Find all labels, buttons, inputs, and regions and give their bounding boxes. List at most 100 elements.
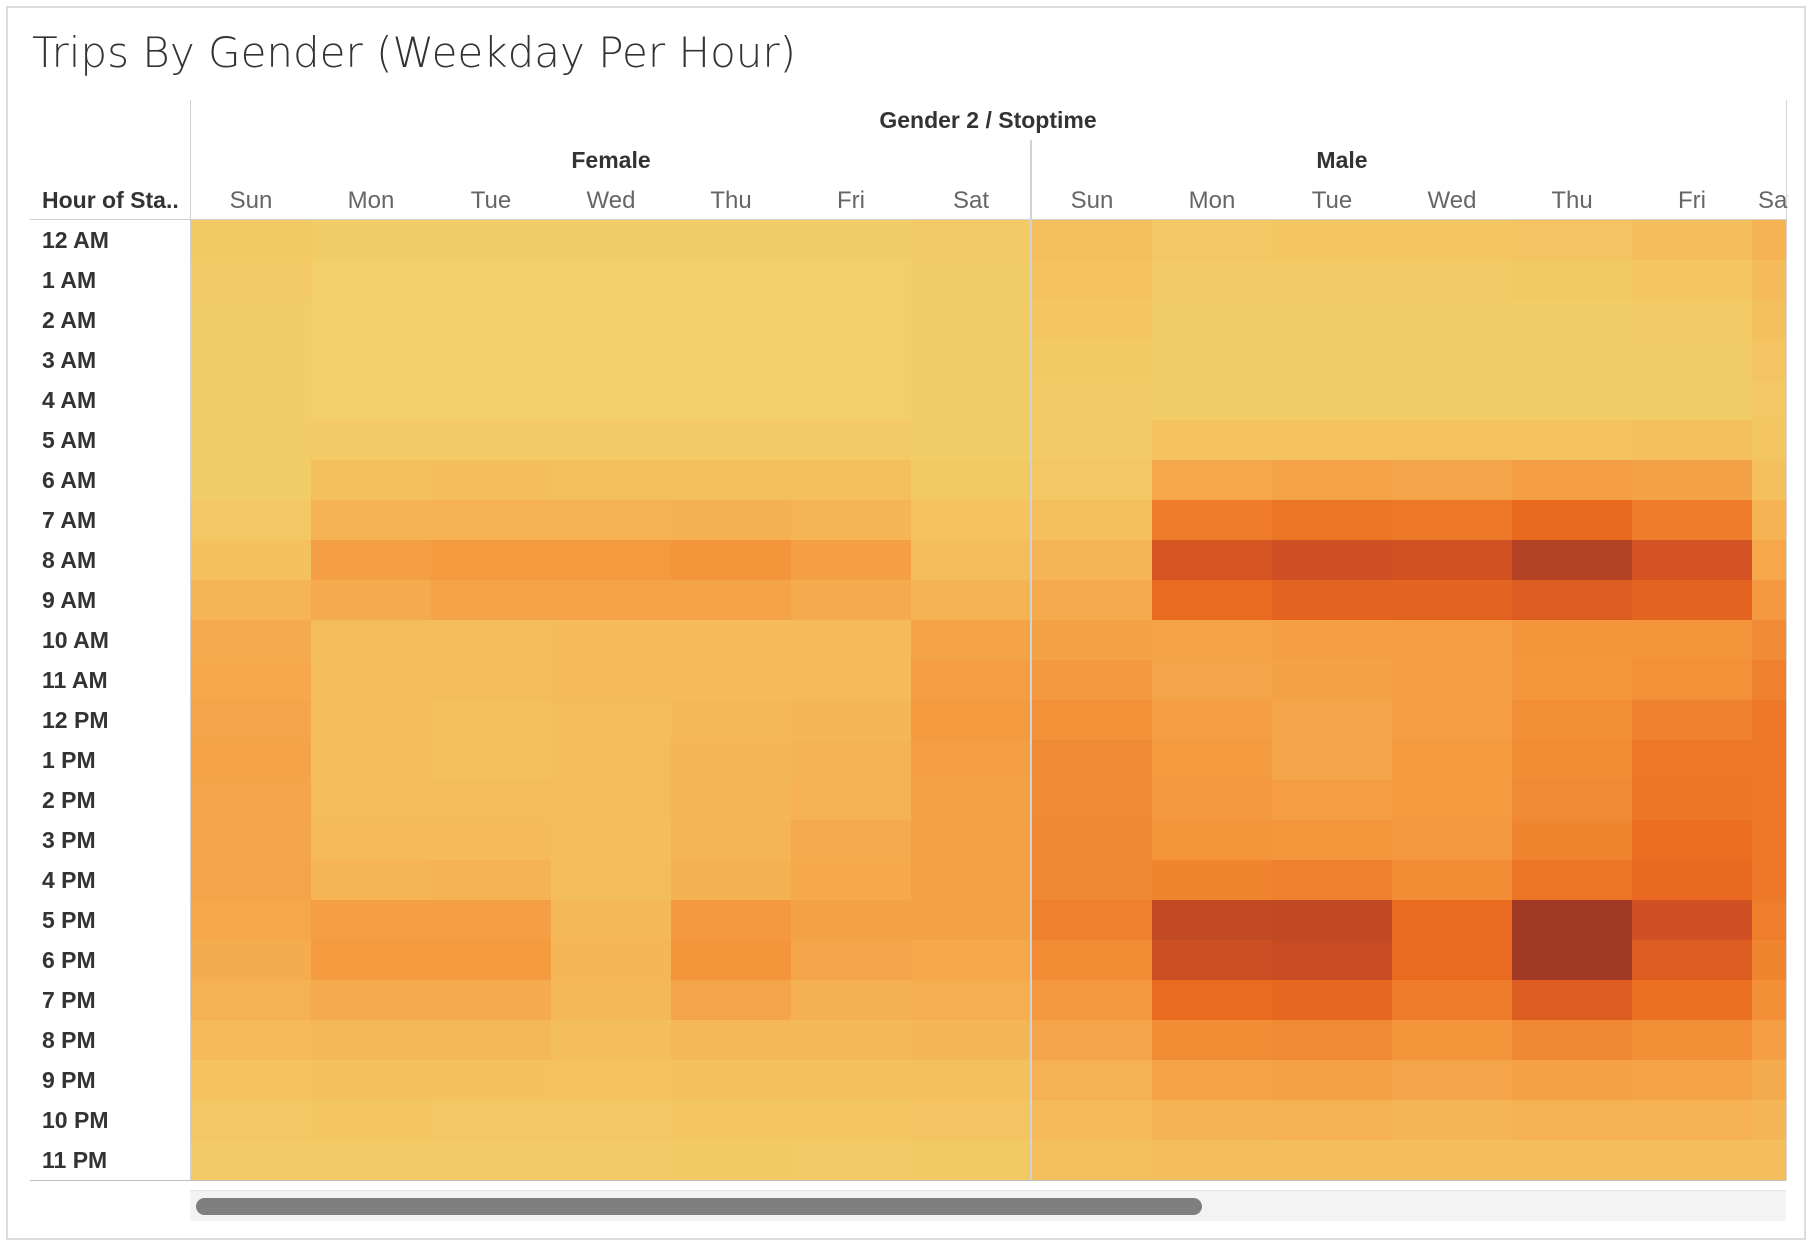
heatmap-cell-female-sat-10pm[interactable] xyxy=(911,1100,1031,1140)
heatmap-cell-male-tue-2am[interactable] xyxy=(1272,300,1392,340)
heatmap-cell-male-thu-3am[interactable] xyxy=(1512,340,1632,380)
heatmap-cell-female-wed-6pm[interactable] xyxy=(551,940,671,980)
heatmap-cell-female-tue-1pm[interactable] xyxy=(431,740,551,780)
heatmap-cell-male-sat-1pm[interactable] xyxy=(1752,740,1786,780)
heatmap-cell-male-wed-2am[interactable] xyxy=(1392,300,1512,340)
heatmap-cell-female-fri-11am[interactable] xyxy=(791,660,911,700)
heatmap-cell-male-tue-11am[interactable] xyxy=(1272,660,1392,700)
heatmap-cell-male-mon-4pm[interactable] xyxy=(1152,860,1272,900)
heatmap-cell-male-thu-7am[interactable] xyxy=(1512,500,1632,540)
heatmap-cell-female-sun-12pm[interactable] xyxy=(191,700,311,740)
heatmap-cell-male-mon-4am[interactable] xyxy=(1152,380,1272,420)
heatmap-cell-female-mon-10pm[interactable] xyxy=(311,1100,431,1140)
heatmap-cell-female-mon-6pm[interactable] xyxy=(311,940,431,980)
heatmap-cell-female-sun-7am[interactable] xyxy=(191,500,311,540)
heatmap-cell-male-thu-8pm[interactable] xyxy=(1512,1020,1632,1060)
heatmap-cell-female-fri-11pm[interactable] xyxy=(791,1140,911,1180)
heatmap-cell-male-sat-6am[interactable] xyxy=(1752,460,1786,500)
heatmap-cell-male-sun-3pm[interactable] xyxy=(1032,820,1152,860)
heatmap-cell-male-mon-5am[interactable] xyxy=(1152,420,1272,460)
heatmap-cell-male-sat-6pm[interactable] xyxy=(1752,940,1786,980)
heatmap-cell-male-thu-6pm[interactable] xyxy=(1512,940,1632,980)
heatmap-cell-female-sun-9am[interactable] xyxy=(191,580,311,620)
heatmap-cell-male-wed-3am[interactable] xyxy=(1392,340,1512,380)
heatmap-cell-male-tue-1am[interactable] xyxy=(1272,260,1392,300)
heatmap-cell-male-fri-12am[interactable] xyxy=(1632,220,1752,260)
heatmap-cell-female-wed-1am[interactable] xyxy=(551,260,671,300)
heatmap-cell-male-wed-8pm[interactable] xyxy=(1392,1020,1512,1060)
heatmap-cell-female-mon-2am[interactable] xyxy=(311,300,431,340)
heatmap-cell-male-fri-4am[interactable] xyxy=(1632,380,1752,420)
heatmap-cell-male-fri-1pm[interactable] xyxy=(1632,740,1752,780)
heatmap-cell-male-sat-10am[interactable] xyxy=(1752,620,1786,660)
heatmap-cell-male-fri-8am[interactable] xyxy=(1632,540,1752,580)
heatmap-cell-female-wed-11pm[interactable] xyxy=(551,1140,671,1180)
heatmap-cell-female-tue-10am[interactable] xyxy=(431,620,551,660)
heatmap-cell-male-sun-5am[interactable] xyxy=(1032,420,1152,460)
heatmap-cell-male-sun-5pm[interactable] xyxy=(1032,900,1152,940)
heatmap-cell-male-mon-1am[interactable] xyxy=(1152,260,1272,300)
heatmap-cell-male-thu-10am[interactable] xyxy=(1512,620,1632,660)
heatmap-cell-female-mon-9am[interactable] xyxy=(311,580,431,620)
heatmap-cell-male-sat-5pm[interactable] xyxy=(1752,900,1786,940)
heatmap-cell-female-sat-4pm[interactable] xyxy=(911,860,1031,900)
heatmap-cell-male-tue-7pm[interactable] xyxy=(1272,980,1392,1020)
heatmap-cell-male-thu-5pm[interactable] xyxy=(1512,900,1632,940)
heatmap-cell-female-sat-3am[interactable] xyxy=(911,340,1031,380)
heatmap-cell-female-tue-7pm[interactable] xyxy=(431,980,551,1020)
heatmap-cell-male-mon-6am[interactable] xyxy=(1152,460,1272,500)
heatmap-cell-female-thu-11am[interactable] xyxy=(671,660,791,700)
heatmap-cell-male-fri-2am[interactable] xyxy=(1632,300,1752,340)
heatmap-cell-male-sun-12pm[interactable] xyxy=(1032,700,1152,740)
heatmap-cell-male-tue-10am[interactable] xyxy=(1272,620,1392,660)
heatmap-cell-female-wed-7pm[interactable] xyxy=(551,980,671,1020)
heatmap-cell-male-tue-8am[interactable] xyxy=(1272,540,1392,580)
heatmap-cell-male-tue-6am[interactable] xyxy=(1272,460,1392,500)
heatmap-cell-female-sat-3pm[interactable] xyxy=(911,820,1031,860)
heatmap-cell-female-fri-10am[interactable] xyxy=(791,620,911,660)
heatmap-cell-female-thu-5am[interactable] xyxy=(671,420,791,460)
heatmap-cell-male-mon-7pm[interactable] xyxy=(1152,980,1272,1020)
heatmap-cell-female-sat-12pm[interactable] xyxy=(911,700,1031,740)
heatmap-cell-female-wed-7am[interactable] xyxy=(551,500,671,540)
heatmap-cell-male-mon-2am[interactable] xyxy=(1152,300,1272,340)
heatmap-cell-male-tue-7am[interactable] xyxy=(1272,500,1392,540)
heatmap-cell-female-sun-2pm[interactable] xyxy=(191,780,311,820)
heatmap-cell-female-fri-6am[interactable] xyxy=(791,460,911,500)
heatmap-cell-male-sat-3am[interactable] xyxy=(1752,340,1786,380)
heatmap-cell-male-thu-8am[interactable] xyxy=(1512,540,1632,580)
heatmap-cell-male-tue-9am[interactable] xyxy=(1272,580,1392,620)
heatmap-cell-male-sat-10pm[interactable] xyxy=(1752,1100,1786,1140)
heatmap-cell-female-fri-1am[interactable] xyxy=(791,260,911,300)
heatmap-cell-male-wed-11am[interactable] xyxy=(1392,660,1512,700)
heatmap-cell-female-fri-8pm[interactable] xyxy=(791,1020,911,1060)
heatmap-cell-female-fri-12pm[interactable] xyxy=(791,700,911,740)
heatmap-cell-male-thu-11am[interactable] xyxy=(1512,660,1632,700)
heatmap-cell-female-tue-4pm[interactable] xyxy=(431,860,551,900)
heatmap-cell-female-tue-8am[interactable] xyxy=(431,540,551,580)
heatmap-cell-male-tue-4pm[interactable] xyxy=(1272,860,1392,900)
heatmap-cell-female-wed-5pm[interactable] xyxy=(551,900,671,940)
heatmap-cell-male-thu-11pm[interactable] xyxy=(1512,1140,1632,1180)
heatmap-cell-male-sat-12pm[interactable] xyxy=(1752,700,1786,740)
heatmap-cell-male-sun-6am[interactable] xyxy=(1032,460,1152,500)
heatmap-cell-female-mon-4pm[interactable] xyxy=(311,860,431,900)
heatmap-cell-female-sat-2am[interactable] xyxy=(911,300,1031,340)
heatmap-cell-male-wed-5am[interactable] xyxy=(1392,420,1512,460)
heatmap-cell-female-wed-3pm[interactable] xyxy=(551,820,671,860)
heatmap-cell-female-tue-11pm[interactable] xyxy=(431,1140,551,1180)
heatmap-cell-female-wed-4pm[interactable] xyxy=(551,860,671,900)
heatmap-cell-female-mon-12am[interactable] xyxy=(311,220,431,260)
heatmap-cell-female-sat-6pm[interactable] xyxy=(911,940,1031,980)
heatmap-cell-female-fri-7pm[interactable] xyxy=(791,980,911,1020)
heatmap-cell-female-sun-5am[interactable] xyxy=(191,420,311,460)
heatmap-cell-male-mon-8pm[interactable] xyxy=(1152,1020,1272,1060)
heatmap-cell-female-fri-9pm[interactable] xyxy=(791,1060,911,1100)
heatmap-cell-female-sun-10am[interactable] xyxy=(191,620,311,660)
heatmap-cell-female-sat-5am[interactable] xyxy=(911,420,1031,460)
heatmap-cell-female-sun-4am[interactable] xyxy=(191,380,311,420)
heatmap-cell-female-thu-9am[interactable] xyxy=(671,580,791,620)
heatmap-cell-male-thu-9pm[interactable] xyxy=(1512,1060,1632,1100)
heatmap-cell-female-sun-11am[interactable] xyxy=(191,660,311,700)
heatmap-cell-male-wed-6pm[interactable] xyxy=(1392,940,1512,980)
